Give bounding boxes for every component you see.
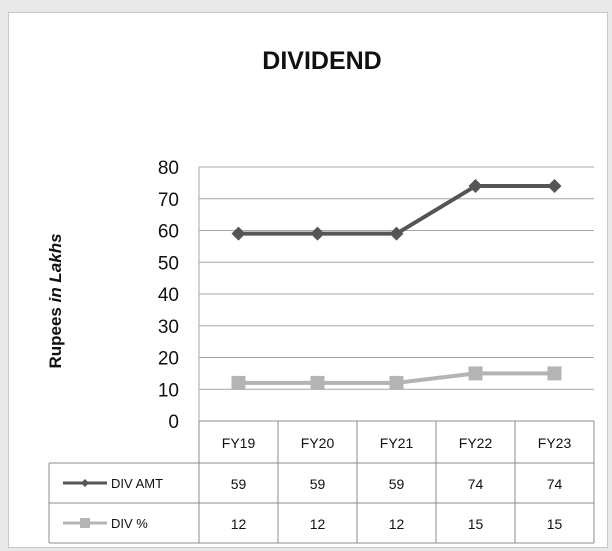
data-point bbox=[389, 226, 404, 241]
table-cell-value: 74 bbox=[468, 476, 484, 492]
dividend-chart: DIVIDEND Rupees in Lakhs 0 10 20 30 40 50 60 70… bbox=[46, 47, 595, 544]
data-point bbox=[310, 226, 325, 241]
y-tick-label: 50 bbox=[158, 253, 179, 274]
series-line bbox=[238, 184, 555, 236]
data-point bbox=[468, 179, 483, 194]
table-cell-value: 15 bbox=[468, 516, 484, 532]
legend-label: DIV % bbox=[111, 516, 148, 531]
data-point bbox=[231, 226, 246, 241]
chart-title: DIVIDEND bbox=[262, 47, 381, 75]
y-axis-label-main: Rupees bbox=[46, 302, 65, 368]
y-tick-label: 0 bbox=[168, 412, 179, 433]
legend-marker bbox=[80, 518, 90, 528]
table-cell-value: 74 bbox=[547, 476, 563, 492]
y-tick-labels: 0 10 20 30 40 50 60 70 80 bbox=[158, 158, 179, 433]
x-category-label: FY19 bbox=[222, 435, 256, 451]
data-point bbox=[547, 366, 562, 381]
data-point bbox=[389, 375, 404, 390]
table-cell-value: 59 bbox=[389, 476, 405, 492]
table-cell-value: 15 bbox=[547, 516, 563, 532]
legend-label: DIV AMT bbox=[111, 476, 163, 491]
data-point bbox=[310, 375, 325, 390]
y-tick-label: 10 bbox=[158, 380, 179, 401]
x-category-label: FY23 bbox=[538, 435, 572, 451]
data-table: FY19 FY20 FY21 FY22 FY23 DIV AMT 59 59 59 74 74 DIV… bbox=[48, 420, 595, 544]
y-tick-label: 20 bbox=[158, 349, 179, 370]
data-point bbox=[547, 179, 562, 194]
legend-marker bbox=[81, 479, 89, 487]
y-tick-label: 70 bbox=[158, 190, 179, 211]
table-cell-value: 59 bbox=[231, 476, 247, 492]
table-cell-value: 12 bbox=[231, 516, 247, 532]
x-category-label: FY22 bbox=[459, 435, 493, 451]
y-tick-label: 60 bbox=[158, 222, 179, 243]
x-category-label: FY20 bbox=[301, 435, 335, 451]
y-tick-label: 80 bbox=[158, 158, 179, 179]
chart-frame: DIVIDEND Rupees in Lakhs 0 10 20 30 40 50 60 70… bbox=[8, 12, 608, 548]
data-point bbox=[468, 366, 483, 381]
y-tick-label: 30 bbox=[158, 317, 179, 338]
y-axis-label-italic: in Lakhs bbox=[46, 233, 65, 302]
x-category-label: FY21 bbox=[380, 435, 414, 451]
y-axis-label: Rupees in Lakhs bbox=[46, 233, 65, 368]
data-point bbox=[231, 375, 246, 390]
table-cell-value: 12 bbox=[310, 516, 326, 532]
series-lines bbox=[231, 179, 562, 390]
table-cell-value: 12 bbox=[389, 516, 405, 532]
y-tick-label: 40 bbox=[158, 285, 179, 306]
table-cell-value: 59 bbox=[310, 476, 326, 492]
